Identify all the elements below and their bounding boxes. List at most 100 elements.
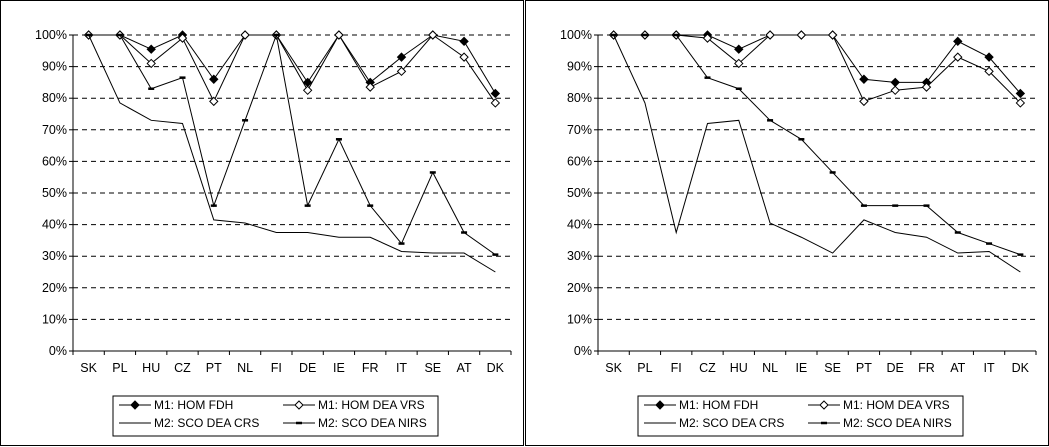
y-tick-label: 70% (42, 123, 67, 137)
x-tick-label: SK (605, 361, 622, 375)
data-point (428, 30, 438, 40)
data-point (209, 96, 219, 107)
x-tick-label: FI (271, 361, 282, 375)
data-point (490, 88, 501, 99)
x-tick-label: IE (333, 361, 345, 375)
y-tick-label: 100% (35, 28, 67, 42)
data-point (890, 85, 900, 96)
data-point (921, 82, 932, 92)
data-point (459, 36, 469, 47)
y-tick-label: 60% (567, 154, 592, 168)
y-tick-label: 0% (49, 344, 67, 358)
y-tick-label: 40% (567, 218, 592, 232)
data-point (890, 77, 900, 88)
y-tick-label: 10% (42, 312, 67, 326)
legend-label: M2: SCO DEA NIRS (843, 416, 952, 430)
data-point (365, 82, 375, 92)
series-line (88, 34, 496, 104)
line-chart-left: 0% 10% 20% 30% 40% 50% 60% 70% 80% 90% 100% SK PL HU C… (35, 28, 512, 437)
series-line (613, 34, 1021, 273)
y-tick-label: 80% (42, 91, 67, 105)
data-point (734, 58, 744, 69)
y-tick-label: 80% (567, 91, 592, 105)
y-tick-label: 50% (42, 186, 67, 200)
y-tick-label: 20% (42, 281, 67, 295)
data-point (1015, 98, 1026, 108)
legend-marker (130, 400, 140, 410)
x-tick-label: PT (856, 361, 872, 375)
x-tick-label: DK (487, 361, 505, 375)
y-tick-label: 40% (42, 218, 67, 232)
data-point (827, 30, 838, 40)
series-line (88, 34, 496, 273)
data-point (146, 58, 156, 69)
legend: M1: HOM FDH M1: HOM DEA VRS M2: SCO DEA CR… (112, 395, 439, 437)
chart-panel-right: 0% 10% 20% 30% 40% 50% 60% 70% 80% 90% 100% SK PL FI C… (525, 0, 1049, 446)
data-point (984, 66, 994, 77)
x-tick-label: DK (1012, 361, 1030, 375)
data-point (702, 33, 713, 43)
y-tick-label: 20% (567, 281, 592, 295)
x-tick-label: IT (984, 361, 995, 375)
data-point (953, 52, 963, 62)
data-point (396, 66, 407, 77)
x-tick-label: PL (112, 361, 127, 375)
legend-label: M2: SCO DEA NIRS (318, 416, 427, 430)
data-point (177, 33, 188, 43)
x-tick-label: FR (918, 361, 935, 375)
legend-label: M1: HOM FDH (154, 398, 233, 412)
x-tick-label: SK (80, 361, 97, 375)
data-point (859, 96, 869, 107)
series-line (613, 34, 1021, 104)
x-tick-label: CZ (699, 361, 716, 375)
data-point (796, 30, 807, 40)
y-tick-label: 50% (567, 186, 592, 200)
legend-label: M1: HOM DEA VRS (318, 398, 425, 412)
data-point (1015, 88, 1026, 99)
data-point (396, 52, 407, 62)
y-tick-label: 60% (42, 154, 67, 168)
x-tick-label: SE (424, 361, 441, 375)
legend-label: M2: SCO DEA CRS (154, 416, 259, 430)
data-point (859, 74, 869, 84)
series-line (88, 34, 496, 94)
x-tick-label: HU (142, 361, 160, 375)
data-point (765, 30, 775, 40)
y-tick-label: 70% (567, 123, 592, 137)
x-tick-label: CZ (174, 361, 191, 375)
legend-marker (294, 400, 304, 410)
y-tick-label: 100% (560, 28, 592, 42)
x-tick-label: NL (237, 361, 253, 375)
y-tick-label: 90% (42, 60, 67, 74)
x-tick-label: AT (950, 361, 965, 375)
y-tick-label: 30% (567, 249, 592, 263)
y-tick-label: 10% (567, 312, 592, 326)
y-tick-label: 90% (567, 60, 592, 74)
x-tick-label: IE (795, 361, 807, 375)
x-tick-label: PL (637, 361, 652, 375)
data-point (734, 44, 744, 54)
legend-label: M2: SCO DEA CRS (679, 416, 784, 430)
data-point (459, 52, 469, 62)
data-point (240, 30, 250, 40)
x-tick-label: DE (887, 361, 904, 375)
chart-panel-left: 0% 10% 20% 30% 40% 50% 60% 70% 80% 90% 100% SK PL HU C… (0, 0, 524, 446)
legend-box (112, 395, 439, 437)
x-tick-label: FR (362, 361, 379, 375)
line-chart-right: 0% 10% 20% 30% 40% 50% 60% 70% 80% 90% 100% SK PL FI C… (560, 28, 1037, 437)
data-point (146, 44, 156, 54)
data-point (490, 98, 501, 108)
x-tick-label: PT (206, 361, 222, 375)
data-point (334, 30, 344, 40)
legend-box (637, 395, 964, 437)
data-point (209, 74, 219, 84)
legend: M1: HOM FDH M1: HOM DEA VRS M2: SCO DEA CR… (637, 395, 964, 437)
data-point (302, 85, 313, 96)
legend-marker (655, 400, 665, 410)
x-tick-label: DE (299, 361, 316, 375)
x-tick-label: SE (824, 361, 841, 375)
x-tick-label: IT (396, 361, 407, 375)
legend-label: M1: HOM FDH (679, 398, 758, 412)
x-tick-label: FI (671, 361, 682, 375)
data-point (953, 36, 963, 47)
